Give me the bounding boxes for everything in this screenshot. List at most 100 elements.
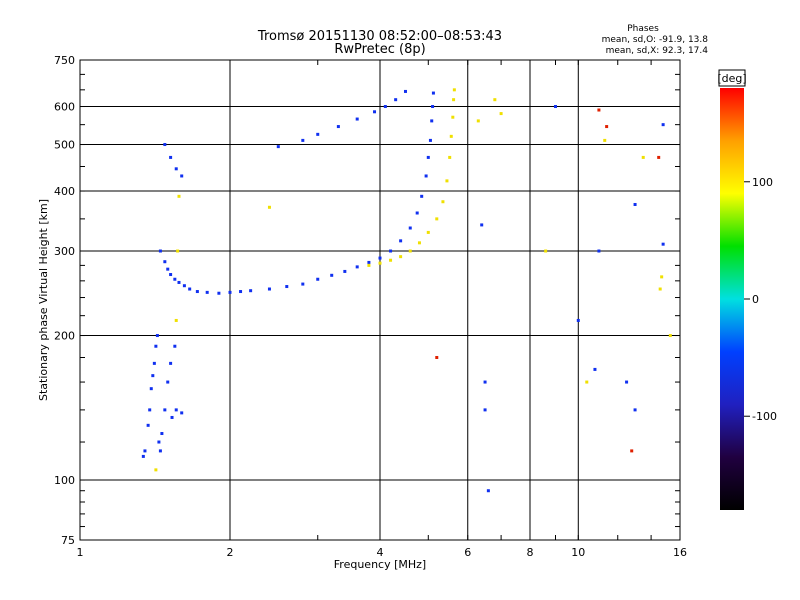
data-point bbox=[399, 255, 403, 259]
data-point bbox=[389, 258, 393, 262]
data-point bbox=[174, 408, 178, 412]
data-point bbox=[155, 334, 159, 338]
data-point bbox=[597, 249, 601, 253]
data-point bbox=[205, 290, 209, 294]
data-point bbox=[499, 112, 503, 116]
colorbar-tick-label: 100 bbox=[752, 176, 773, 189]
data-point bbox=[355, 265, 359, 269]
data-point bbox=[452, 88, 456, 92]
data-point bbox=[158, 449, 162, 453]
data-point bbox=[430, 119, 434, 123]
data-point bbox=[170, 415, 174, 419]
data-point bbox=[426, 155, 430, 159]
data-point bbox=[544, 249, 548, 253]
y-tick-label: 500 bbox=[54, 139, 75, 152]
data-point bbox=[426, 230, 430, 234]
data-point bbox=[483, 408, 487, 412]
x-tick-label: 1 bbox=[77, 546, 84, 559]
data-point bbox=[188, 287, 192, 291]
x-axis-label: Frequency [MHz] bbox=[334, 558, 426, 571]
data-point bbox=[355, 117, 359, 121]
data-point bbox=[389, 249, 393, 253]
data-point bbox=[399, 239, 403, 243]
data-point bbox=[316, 277, 320, 281]
data-point bbox=[378, 261, 382, 265]
colorbar-tick-label: 0 bbox=[752, 293, 759, 306]
data-point bbox=[415, 211, 419, 215]
data-point bbox=[301, 282, 305, 286]
data-points bbox=[141, 88, 672, 493]
data-point bbox=[448, 155, 452, 159]
data-point bbox=[316, 132, 320, 136]
data-point bbox=[169, 155, 173, 159]
data-point bbox=[408, 226, 412, 230]
data-point bbox=[173, 344, 177, 348]
data-point bbox=[661, 242, 665, 246]
y-tick-label: 300 bbox=[54, 245, 75, 258]
data-point bbox=[428, 138, 432, 142]
data-point bbox=[151, 374, 155, 378]
grid-lines bbox=[80, 60, 680, 540]
data-point bbox=[633, 202, 637, 206]
colorbar-label: [deg] bbox=[717, 72, 746, 85]
data-point bbox=[157, 440, 161, 444]
data-point bbox=[163, 143, 167, 147]
stats-heading: Phases bbox=[627, 24, 659, 34]
x-tick-label: 16 bbox=[673, 546, 687, 559]
data-point bbox=[239, 290, 243, 294]
data-point bbox=[182, 284, 186, 288]
data-point bbox=[336, 125, 340, 129]
data-point bbox=[641, 155, 645, 159]
y-tick-label: 600 bbox=[54, 101, 75, 114]
y-tick-label: 400 bbox=[54, 185, 75, 198]
y-tick-label: 200 bbox=[54, 330, 75, 343]
data-point bbox=[633, 408, 637, 412]
data-point bbox=[180, 411, 184, 415]
data-point bbox=[424, 174, 428, 178]
data-point bbox=[285, 285, 289, 289]
data-point bbox=[431, 91, 435, 95]
y-tick-label: 75 bbox=[61, 534, 75, 547]
data-point bbox=[435, 355, 439, 359]
data-point bbox=[417, 241, 421, 245]
data-point bbox=[152, 361, 156, 365]
data-point bbox=[486, 489, 490, 493]
chart-title: Tromsø 20151130 08:52:00–08:53:43 bbox=[257, 29, 502, 44]
data-point bbox=[163, 260, 167, 264]
data-point bbox=[160, 432, 164, 436]
data-point bbox=[660, 275, 664, 279]
data-point bbox=[435, 217, 439, 221]
data-point bbox=[163, 408, 167, 412]
data-point bbox=[378, 256, 382, 260]
data-point bbox=[158, 249, 162, 253]
data-point bbox=[668, 334, 672, 338]
data-point bbox=[476, 119, 480, 123]
data-point bbox=[403, 89, 407, 93]
data-point bbox=[373, 110, 377, 114]
data-point bbox=[228, 290, 232, 294]
data-point bbox=[661, 123, 665, 127]
data-point bbox=[177, 194, 181, 198]
data-point bbox=[445, 179, 449, 183]
axis-ticks: 1 2 4 6 8 10 16 75 100 200 300 400 500 600 750 bbox=[54, 54, 687, 559]
data-point bbox=[146, 423, 150, 427]
data-point bbox=[451, 115, 455, 119]
x-tick-label: 6 bbox=[464, 546, 471, 559]
data-point bbox=[452, 98, 456, 102]
data-point bbox=[173, 277, 177, 281]
data-point bbox=[449, 134, 453, 138]
data-point bbox=[154, 468, 158, 472]
data-point bbox=[180, 174, 184, 178]
data-point bbox=[585, 380, 589, 384]
colorbar bbox=[720, 88, 744, 510]
data-point bbox=[166, 267, 170, 271]
data-point bbox=[301, 138, 305, 142]
data-point bbox=[493, 98, 497, 102]
colorbar-label-box bbox=[718, 69, 746, 87]
data-point bbox=[367, 260, 371, 264]
x-tick-label: 2 bbox=[227, 546, 234, 559]
y-tick-label: 100 bbox=[54, 474, 75, 487]
colorbar-tick-label: -100 bbox=[752, 410, 777, 423]
data-point bbox=[420, 194, 424, 198]
data-point bbox=[154, 344, 158, 348]
